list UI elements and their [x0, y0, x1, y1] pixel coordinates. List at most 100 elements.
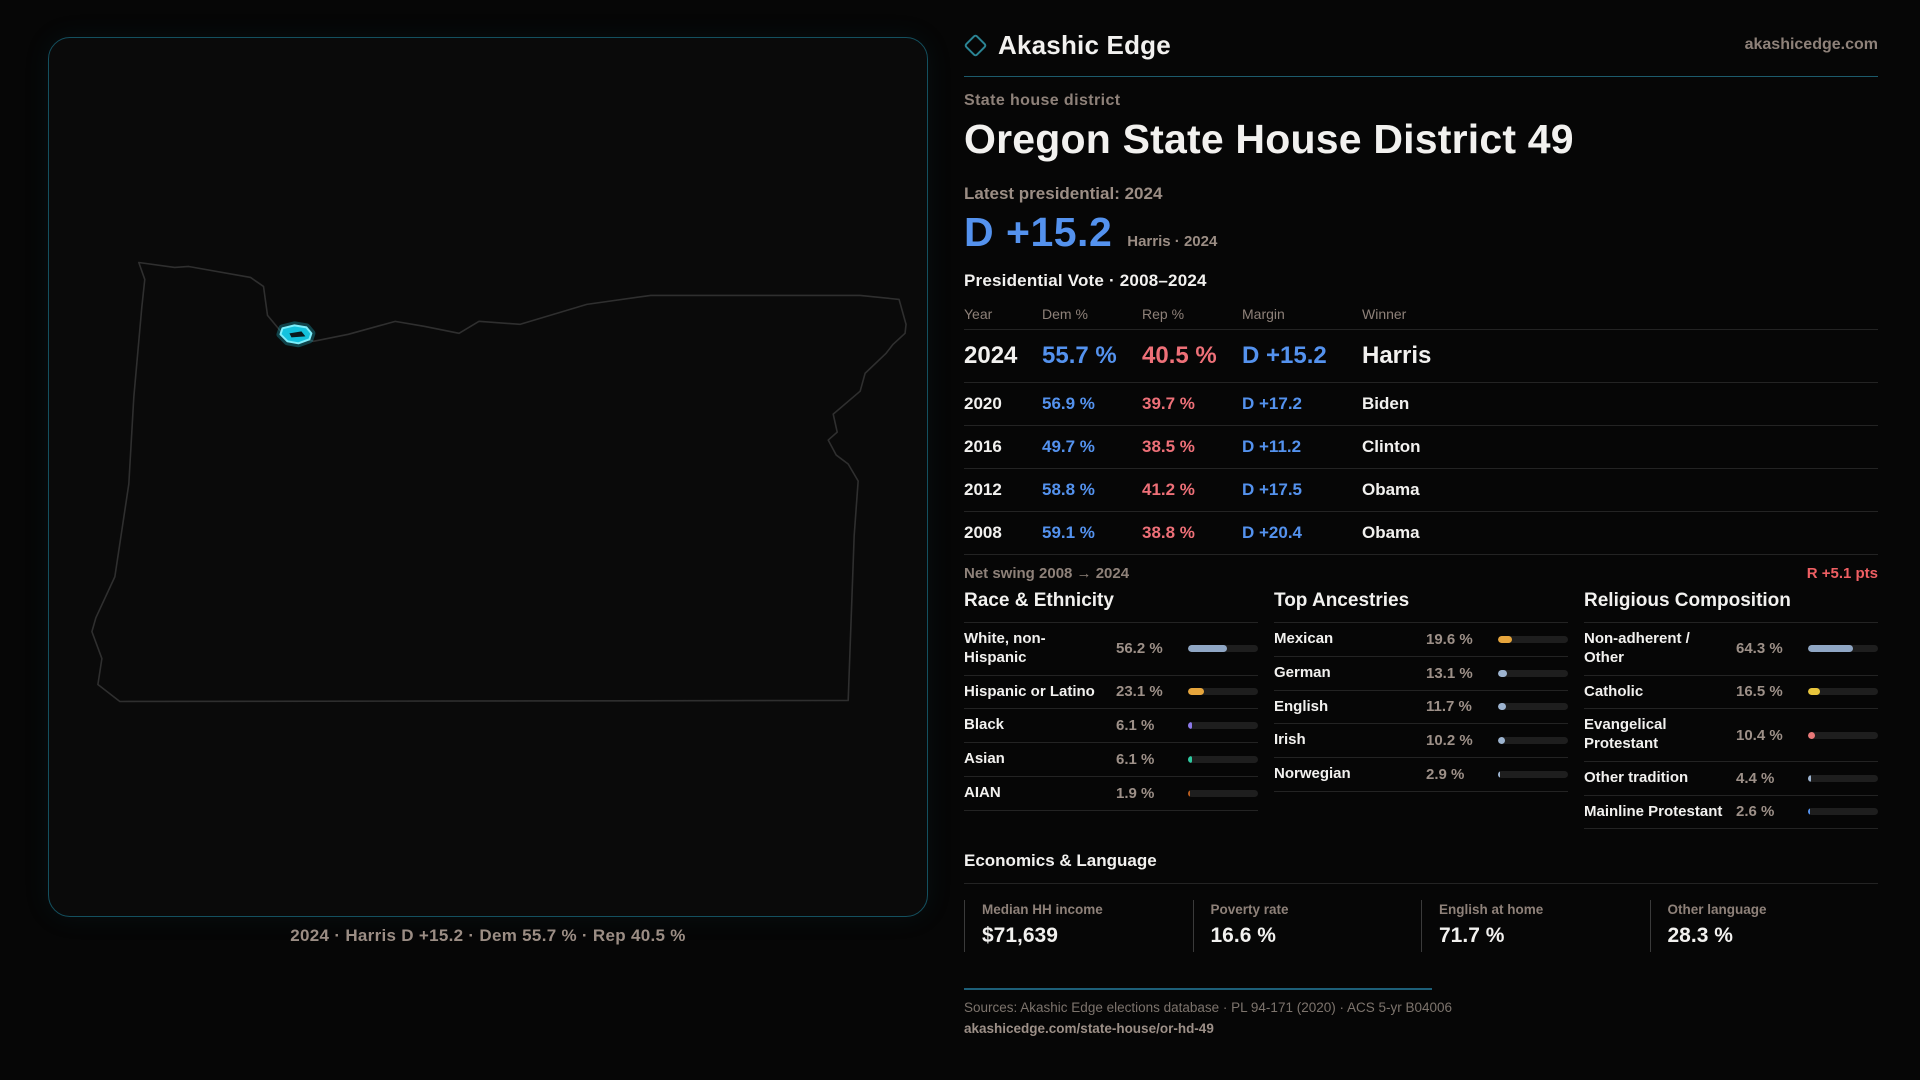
results-table: Year Dem % Rep % Margin Winner 2024 55.7 … [964, 299, 1878, 555]
oregon-outline [91, 261, 907, 703]
demo-bar-track [1188, 722, 1258, 730]
demo-label: Norwegian [1274, 765, 1351, 782]
footer-sources: Sources: Akashic Edge elections database… [964, 1000, 1453, 1016]
demo-label: White, non-Hispanic [964, 630, 1046, 666]
demo-bar-track [1808, 808, 1878, 816]
demo-bar-track [1188, 688, 1258, 696]
demo-value: 4.4 % [1736, 769, 1775, 787]
demo-row: Hispanic or Latino 23.1 % [964, 676, 1258, 710]
demo-row: Other tradition 4.4 % [1584, 762, 1878, 796]
demo-value: 6.1 % [1116, 717, 1155, 735]
header: Akashic Edge akashicedge.com [963, 26, 1878, 64]
col-header-rep: Rep % [1142, 306, 1185, 322]
economics-stats: Median HH income $71,639 Poverty rate 16.6 … [964, 900, 1878, 953]
demo-row: White, non-Hispanic 56.2 % [964, 623, 1258, 676]
col-header-dem: Dem % [1042, 306, 1088, 322]
cell-rep-pct: 38.8 % [1142, 523, 1195, 542]
demographics-column-title: Top Ancestries [1274, 590, 1568, 623]
demo-row: Asian 6.1 % [964, 743, 1258, 777]
demographics-column: Religious Composition Non-adherent / Othe… [1584, 590, 1878, 830]
demo-bar-fill [1808, 688, 1820, 696]
stat-label: Median HH income [982, 902, 1103, 918]
net-swing-label: Net swing 2008 → 2024 [964, 565, 1130, 582]
headline-sub: Harris · 2024 [1127, 233, 1218, 250]
demo-bar-fill [1498, 770, 1501, 778]
stat-block: English at home 71.7 % [1421, 900, 1650, 953]
stat-value: 16.6 % [1210, 924, 1276, 948]
demo-bar-track [1498, 669, 1568, 677]
headline: D +15.2 Harris · 2024 [964, 209, 1878, 256]
cell-rep-pct: 40.5 % [1142, 342, 1217, 369]
demo-value: 13.1 % [1426, 664, 1473, 682]
cell-margin: D +17.2 [1242, 394, 1303, 413]
cell-margin: D +17.5 [1242, 480, 1303, 499]
demo-value: 2.6 % [1736, 803, 1775, 821]
cell-winner: Clinton [1362, 437, 1421, 456]
demo-bar-fill [1808, 645, 1853, 653]
demo-label: German [1274, 663, 1331, 681]
demo-row: Norwegian 2.9 % [1274, 758, 1568, 792]
map-caption: 2024 · Harris D +15.2 · Dem 55.7 % · Rep… [290, 926, 686, 945]
results-table-body: 2024 55.7 % 40.5 % D +15.2 Harris 2020 56.9 % 3… [964, 330, 1878, 555]
stat-value: 28.3 % [1667, 924, 1733, 948]
demo-value: 23.1 % [1116, 683, 1163, 701]
cell-year: 2020 [964, 394, 1002, 413]
diamond-logo-icon [963, 32, 988, 58]
demo-label: Other tradition [1584, 768, 1689, 786]
demo-bar-track [1498, 703, 1568, 711]
demo-bar-track [1188, 789, 1258, 797]
demo-bar-fill [1188, 722, 1193, 730]
footer: Sources: Akashic Edge elections database… [964, 988, 1878, 1036]
demo-row: Mainline Protestant 2.6 % [1584, 796, 1878, 830]
stat-block: Poverty rate 16.6 % [1192, 900, 1422, 953]
cell-winner: Biden [1362, 394, 1410, 413]
cell-year: 2012 [964, 480, 1002, 499]
stat-label: English at home [1439, 902, 1544, 918]
demo-bar-fill [1498, 635, 1512, 643]
brand-site-link[interactable]: akashicedge.com [1744, 36, 1878, 53]
demo-bar-track [1808, 774, 1878, 782]
demo-row: Evangelical Protestant 10.4 % [1584, 709, 1878, 762]
demo-bar-track [1808, 731, 1878, 739]
demographics-column-title: Religious Composition [1584, 590, 1878, 623]
demo-bar-fill [1498, 703, 1507, 711]
demo-label: Non-adherent / Other [1584, 630, 1690, 666]
district-inner-notch [289, 331, 306, 338]
cell-dem-pct: 59.1 % [1042, 523, 1095, 542]
demo-label: English [1274, 697, 1329, 715]
demo-label: Asian [964, 750, 1005, 767]
demo-value: 16.5 % [1736, 683, 1783, 701]
demo-bar-fill [1188, 688, 1205, 696]
oregon-map [91, 261, 907, 703]
demo-bar-fill [1498, 737, 1506, 745]
net-swing-value: R +5.1 pts [1806, 565, 1878, 582]
demographics-column: Top Ancestries Mexican 19.6 % German 13.1 % E… [1274, 590, 1568, 829]
demo-label: Catholic [1584, 682, 1644, 700]
demo-label: Hispanic or Latino [964, 682, 1095, 700]
demo-row: Catholic 16.5 % [1584, 676, 1878, 710]
header-divider [964, 76, 1878, 77]
demo-value: 11.7 % [1426, 698, 1472, 716]
stat-value: $71,639 [982, 924, 1058, 948]
cell-winner: Harris [1362, 342, 1432, 369]
demo-bar-fill [1498, 669, 1508, 677]
map-panel [48, 37, 928, 917]
stat-value: 71.7 % [1439, 924, 1505, 948]
demo-value: 10.4 % [1736, 726, 1783, 744]
demo-value: 56.2 % [1116, 640, 1163, 658]
cell-rep-pct: 39.7 % [1142, 394, 1195, 413]
demo-label: Evangelical Protestant [1584, 716, 1667, 752]
demographics-section: Race & Ethnicity White, non-Hispanic 56.2 … [964, 590, 1878, 830]
demo-bar-track [1498, 635, 1568, 643]
demo-bar-track [1188, 755, 1258, 763]
footer-url-link[interactable]: akashicedge.com/state-house/or-hd-49 [964, 1021, 1214, 1037]
cell-dem-pct: 58.8 % [1042, 480, 1095, 499]
kicker: State house district [964, 92, 1121, 109]
results-row: 2024 55.7 % 40.5 % D +15.2 Harris [964, 330, 1878, 383]
cell-margin: D +11.2 [1242, 437, 1302, 456]
demo-bar-fill [1808, 808, 1810, 816]
cell-winner: Obama [1362, 480, 1420, 499]
stat-label: Poverty rate [1210, 902, 1289, 918]
cell-dem-pct: 55.7 % [1042, 342, 1117, 369]
cell-year: 2024 [964, 342, 1018, 369]
